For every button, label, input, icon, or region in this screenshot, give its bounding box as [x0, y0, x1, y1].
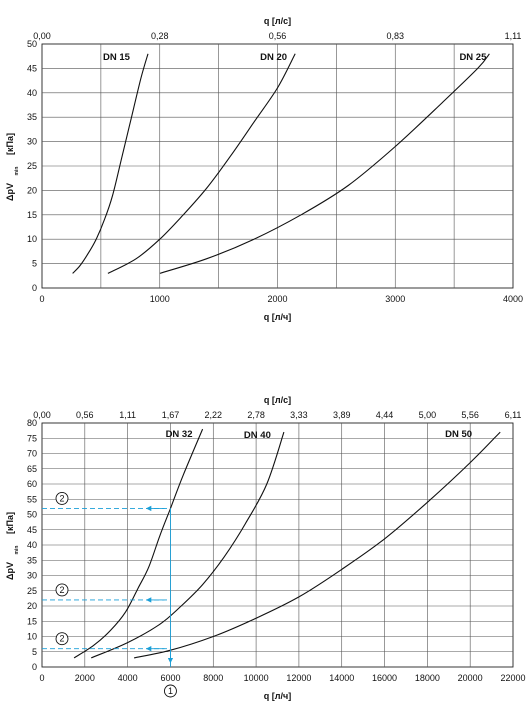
- x2-tick-label: 2,78: [247, 410, 265, 420]
- y-tick-label: 10: [27, 632, 37, 642]
- y-tick-label: 35: [27, 112, 37, 122]
- y-marker-circle: [55, 632, 69, 646]
- series-label: DN 25: [459, 52, 487, 63]
- x-tick-label: 22000: [500, 673, 525, 683]
- x-tick-label: 4000: [118, 673, 138, 683]
- x2-tick-label: 3,33: [290, 410, 308, 420]
- y-axis-title-sub: min: [14, 167, 20, 176]
- y-tick-label: 50: [27, 510, 37, 520]
- x-tick-label: 2000: [75, 673, 95, 683]
- x2-tick-label: 1,11: [119, 410, 136, 420]
- x-tick-label: 14000: [329, 673, 354, 683]
- y-tick-label: 0: [32, 662, 37, 672]
- y-axis-title-unit: [кПа]: [5, 512, 15, 534]
- x2-tick-label: 0,28: [151, 31, 169, 41]
- x2-tick-label: 0,56: [76, 410, 94, 420]
- x-tick-label: 3000: [385, 294, 405, 304]
- y-tick-label: 45: [27, 525, 37, 535]
- y-marker-number: 2: [59, 493, 64, 503]
- y-axis-title-main: ΔpV: [5, 562, 15, 580]
- x2-tick-label: 1,11: [505, 31, 522, 41]
- y-axis-title-main: ΔpV: [5, 183, 15, 201]
- y-tick-label: 65: [27, 464, 37, 474]
- x-marker-circle: [164, 684, 177, 698]
- y-marker-circle: [55, 491, 69, 505]
- series-label: DN 20: [260, 52, 287, 63]
- series-line-dn-20: [107, 53, 296, 274]
- x-marker-number: 1: [168, 686, 173, 696]
- y-tick-label: 20: [27, 601, 37, 611]
- chart-bottom: 0 5 10 15 20 25 30 35 40 45 50 55 60 65 70 75 80 0 2000 400…: [5, 395, 526, 701]
- x2-axis-title: q [л/с]: [264, 395, 291, 405]
- x2-tick-label: 6,11: [505, 410, 522, 420]
- y-tick-label: 35: [27, 555, 37, 565]
- y-tick-label: 75: [27, 433, 37, 443]
- y-tick-label: 55: [27, 494, 37, 504]
- x2-tick-label: 1,67: [162, 410, 180, 420]
- y-tick-label: 15: [27, 210, 37, 220]
- series-line-dn-32: [73, 428, 204, 659]
- series-line-dn-25: [159, 53, 490, 274]
- x-tick-label: 1000: [150, 294, 170, 304]
- x2-tick-label: 4,44: [376, 410, 394, 420]
- x2-tick-label: 5,00: [419, 410, 437, 420]
- x-tick-label: 0: [39, 294, 44, 304]
- x-tick-label: 18000: [415, 673, 440, 683]
- y-tick-label: 15: [27, 616, 37, 626]
- x2-tick-label: 3,89: [333, 410, 351, 420]
- chart-top: 0 5 10 15 20 25 30 35 40 45 50 0 1000 2000 3000 4000 0,0…: [5, 16, 523, 322]
- series-label: DN 32: [166, 429, 193, 440]
- y-tick-label: 60: [27, 479, 37, 489]
- y-marker-number: 2: [59, 634, 64, 644]
- x2-axis-title: q [л/с]: [264, 16, 291, 26]
- x-axis-title: q [л/ч]: [264, 312, 291, 322]
- x-tick-label: 6000: [160, 673, 180, 683]
- series-label: DN 50: [445, 429, 472, 440]
- series-line-dn-50: [133, 431, 501, 659]
- y-tick-label: 80: [27, 418, 37, 428]
- series-line-dn-40: [90, 431, 285, 659]
- y-tick-label: 20: [27, 185, 37, 195]
- y-tick-label: 70: [27, 449, 37, 459]
- y-tick-label: 5: [32, 647, 37, 657]
- y-marker-circle: [55, 583, 69, 597]
- y-axis-title: ΔpV min [кПа]: [5, 512, 20, 580]
- x-tick-label: 8000: [203, 673, 223, 683]
- x2-tick-label: 5,56: [461, 410, 479, 420]
- y-tick-label: 10: [27, 234, 37, 244]
- y-tick-label: 40: [27, 540, 37, 550]
- x-tick-label: 4000: [503, 294, 523, 304]
- series-line-dn-15: [72, 53, 149, 274]
- y-tick-label: 50: [27, 39, 37, 49]
- y-tick-label: 40: [27, 88, 37, 98]
- y-tick-label: 5: [32, 259, 37, 269]
- x-tick-label: 12000: [286, 673, 311, 683]
- y-tick-label: 30: [27, 571, 37, 581]
- x-tick-label: 10000: [244, 673, 269, 683]
- y-tick-label: 45: [27, 63, 37, 73]
- x-tick-label: 20000: [458, 673, 483, 683]
- y-axis-title-unit: [кПа]: [5, 133, 15, 155]
- x-axis-title: q [л/ч]: [264, 691, 291, 701]
- x2-tick-label: 0,56: [269, 31, 287, 41]
- y-axis-title-sub: min: [14, 546, 20, 555]
- y-tick-label: 0: [32, 283, 37, 293]
- x2-tick-label: 0,00: [33, 31, 51, 41]
- x-tick-label: 16000: [372, 673, 397, 683]
- series-label: DN 40: [244, 430, 271, 441]
- x2-tick-label: 0,83: [386, 31, 404, 41]
- x-tick-label: 2000: [267, 294, 287, 304]
- x-tick-label: 0: [39, 673, 44, 683]
- y-marker-number: 2: [59, 585, 64, 595]
- y-axis-title: ΔpV min [кПа]: [5, 133, 20, 201]
- x2-tick-label: 0,00: [33, 410, 51, 420]
- y-tick-label: 25: [27, 161, 37, 171]
- y-tick-label: 30: [27, 137, 37, 147]
- x2-tick-label: 2,22: [205, 410, 223, 420]
- series-label: DN 15: [103, 52, 131, 63]
- y-tick-label: 25: [27, 586, 37, 596]
